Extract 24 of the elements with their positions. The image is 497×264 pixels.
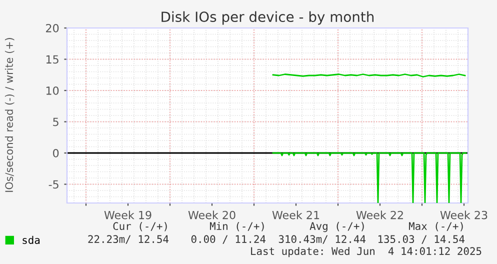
- text: 310.43m/ 12.44: [278, 235, 366, 244]
- x-tick-label: Week 20: [188, 210, 236, 220]
- text: Last update: Wed Jun 4 14:01:12 2025: [251, 246, 482, 258]
- chart-title: Disk IOs per device - by month: [162, 11, 374, 25]
- y-tick-label: 10: [46, 86, 59, 95]
- legend-label: sda: [22, 236, 40, 244]
- text: Cur (-/+): [113, 222, 167, 232]
- y-tick-label: 20: [46, 24, 59, 32]
- y-tick-label: -5: [48, 180, 58, 189]
- y-tick-label: 15: [46, 55, 58, 64]
- text: Avg (-/+): [310, 222, 364, 232]
- text: 22.23m/ 12.54: [88, 235, 169, 244]
- line-series: [272, 152, 467, 203]
- text: Min (-/+): [210, 222, 264, 232]
- x-tick-label: Week 22: [356, 210, 403, 220]
- x-tick-label: Week 19: [104, 210, 152, 220]
- text: Max (-/+): [408, 222, 463, 232]
- y-tick-label: 0: [53, 148, 59, 158]
- y-axis-title: IOs/second read (-) / write (+): [4, 38, 14, 192]
- text: 0.00 / 11.24: [191, 235, 266, 244]
- x-tick-label: Week 21: [272, 210, 320, 220]
- y-tick-label: 5: [53, 118, 58, 126]
- x-tick-label: Week 23: [440, 210, 488, 220]
- text: 135.03 / 14.54: [378, 235, 465, 244]
